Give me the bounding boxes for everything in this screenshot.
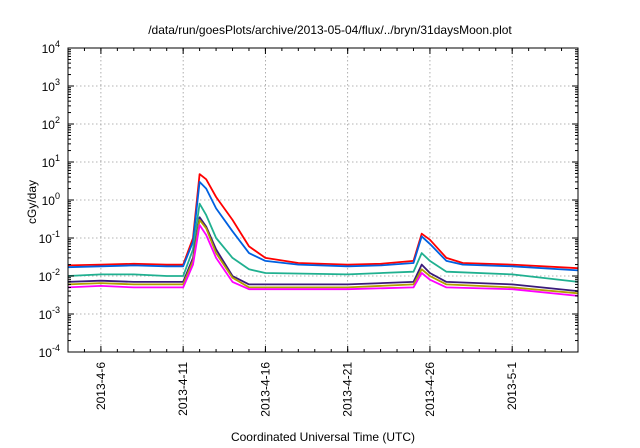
y-tick-exponent: 2 (55, 115, 60, 125)
y-tick-label: 10-2 (39, 267, 60, 284)
y-tick-exponent: 1 (55, 153, 60, 163)
y-tick-exponent: 0 (55, 191, 60, 201)
x-axis-label: Coordinated Universal Time (UTC) (231, 430, 415, 444)
y-tick-label: 100 (42, 191, 60, 208)
y-tick-base: 10 (39, 270, 53, 284)
y-tick-base: 10 (39, 308, 53, 322)
x-tick-label: 2013-4-11 (176, 362, 190, 416)
y-tick-label: 102 (42, 115, 60, 132)
y-tick-exponent: -2 (52, 267, 60, 277)
series-line (67, 224, 579, 297)
x-tick-label: 2013-4-21 (341, 362, 355, 417)
y-tick-label: 10-1 (39, 229, 60, 246)
x-tick-label: 2013-4-6 (94, 362, 108, 410)
x-tick-label: 2013-4-16 (258, 362, 272, 417)
series-line (67, 202, 579, 283)
y-tick-base: 10 (39, 346, 53, 360)
y-tick-exponent: -1 (52, 229, 60, 239)
series-line (67, 218, 579, 295)
y-tick-base: 10 (42, 194, 56, 208)
y-tick-label: 10-4 (39, 343, 60, 360)
y-tick-base: 10 (42, 156, 56, 170)
series-line (67, 180, 579, 272)
y-tick-exponent: 4 (55, 39, 60, 49)
y-tick-base: 10 (42, 42, 56, 56)
y-tick-base: 10 (42, 118, 56, 132)
grid (68, 48, 578, 352)
y-tick-base: 10 (39, 232, 53, 246)
y-axis-label: cGy/day (25, 180, 39, 224)
y-tick-exponent: -4 (52, 343, 60, 353)
y-tick-label: 104 (42, 39, 60, 56)
series-layer (67, 173, 579, 297)
series-line (67, 173, 579, 270)
series-line (67, 216, 579, 292)
x-tick-label: 2013-5-1 (505, 362, 519, 410)
x-tick-label: 2013-4-26 (423, 362, 437, 417)
y-tick-label: 103 (42, 77, 60, 94)
chart-title: /data/run/goesPlots/archive/2013-05-04/f… (148, 23, 512, 37)
y-tick-exponent: 3 (55, 77, 60, 87)
y-tick-label: 101 (42, 153, 60, 170)
y-tick-exponent: -3 (52, 305, 60, 315)
y-tick-label: 10-3 (39, 305, 60, 322)
y-tick-base: 10 (42, 80, 56, 94)
